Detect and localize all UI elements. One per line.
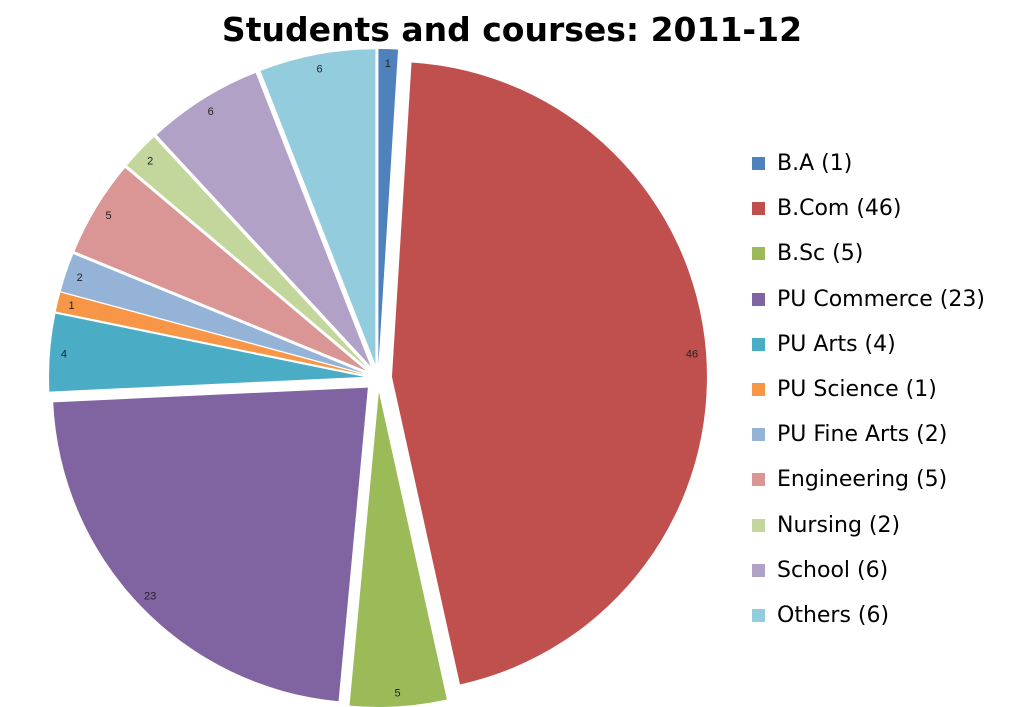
legend-label: PU Arts (4) bbox=[777, 331, 896, 357]
legend-item-b-com: B.Com (46) bbox=[752, 186, 985, 231]
legend-label: Engineering (5) bbox=[777, 467, 948, 493]
legend-swatch bbox=[752, 428, 765, 442]
legend-label: Others (6) bbox=[777, 602, 890, 628]
pie-slice-others bbox=[260, 49, 376, 365]
legend-label: B.Com (46) bbox=[777, 196, 902, 222]
legend: B.A (1) B.Com (46) B.Sc (5) PU Commerce (23… bbox=[752, 141, 985, 638]
legend-label: PU Fine Arts (2) bbox=[777, 422, 948, 448]
data-label-pu-commerce: 23 bbox=[144, 590, 156, 602]
legend-label: PU Commerce (23) bbox=[777, 286, 985, 312]
legend-label: B.Sc (5) bbox=[777, 241, 864, 267]
pie-slice-pu-fine-arts bbox=[60, 254, 365, 374]
chart-title: Students and courses: 2011-12 bbox=[221, 10, 803, 49]
legend-item-others: Others (6) bbox=[752, 593, 985, 638]
data-label-b-a: 1 bbox=[385, 58, 391, 70]
legend-item-school: School (6) bbox=[752, 548, 985, 593]
legend-item-engineering: Engineering (5) bbox=[752, 457, 985, 502]
legend-label: B.A (1) bbox=[777, 151, 853, 177]
legend-item-pu-commerce: PU Commerce (23) bbox=[752, 277, 985, 322]
legend-item-nursing: Nursing (2) bbox=[752, 503, 985, 548]
pie-slice-b-sc bbox=[349, 391, 447, 707]
pie-slice-nursing bbox=[126, 137, 368, 369]
data-label-others: 6 bbox=[316, 63, 322, 75]
pie-slice-pu-science bbox=[55, 292, 365, 375]
legend-item-pu-science: PU Science (1) bbox=[752, 367, 985, 412]
legend-label: PU Science (1) bbox=[777, 377, 937, 403]
legend-item-pu-arts: PU Arts (4) bbox=[752, 322, 985, 367]
legend-swatch bbox=[752, 337, 765, 351]
data-label-pu-fine-arts: 2 bbox=[77, 272, 83, 284]
pie-slice-pu-arts bbox=[49, 313, 365, 392]
data-label-b-com: 46 bbox=[686, 349, 698, 361]
data-label-nursing: 2 bbox=[147, 156, 153, 168]
legend-swatch bbox=[752, 563, 765, 577]
pie-slice-b-com bbox=[391, 62, 707, 685]
legend-swatch bbox=[752, 202, 765, 216]
data-label-b-sc: 5 bbox=[395, 687, 401, 699]
pie-slice-b-a bbox=[378, 49, 399, 365]
legend-swatch bbox=[752, 383, 765, 397]
legend-label: School (6) bbox=[777, 557, 889, 583]
legend-swatch bbox=[752, 518, 765, 532]
legend-swatch bbox=[752, 247, 765, 261]
legend-item-pu-fine-arts: PU Fine Arts (2) bbox=[752, 412, 985, 457]
legend-item-b-sc: B.Sc (5) bbox=[752, 231, 985, 276]
legend-swatch bbox=[752, 292, 765, 306]
legend-label: Nursing (2) bbox=[777, 512, 901, 538]
legend-swatch bbox=[752, 473, 765, 487]
data-label-pu-arts: 4 bbox=[61, 349, 67, 361]
data-label-engineering: 5 bbox=[105, 210, 111, 222]
pie-slice-pu-commerce bbox=[53, 387, 368, 702]
legend-item-b-a: B.A (1) bbox=[752, 141, 985, 186]
data-label-school: 6 bbox=[208, 106, 214, 118]
legend-swatch bbox=[752, 157, 765, 171]
data-label-pu-science: 1 bbox=[68, 300, 74, 312]
legend-swatch bbox=[752, 608, 765, 622]
pie-slice-school bbox=[156, 72, 371, 367]
pie-slice-engineering bbox=[74, 167, 367, 371]
